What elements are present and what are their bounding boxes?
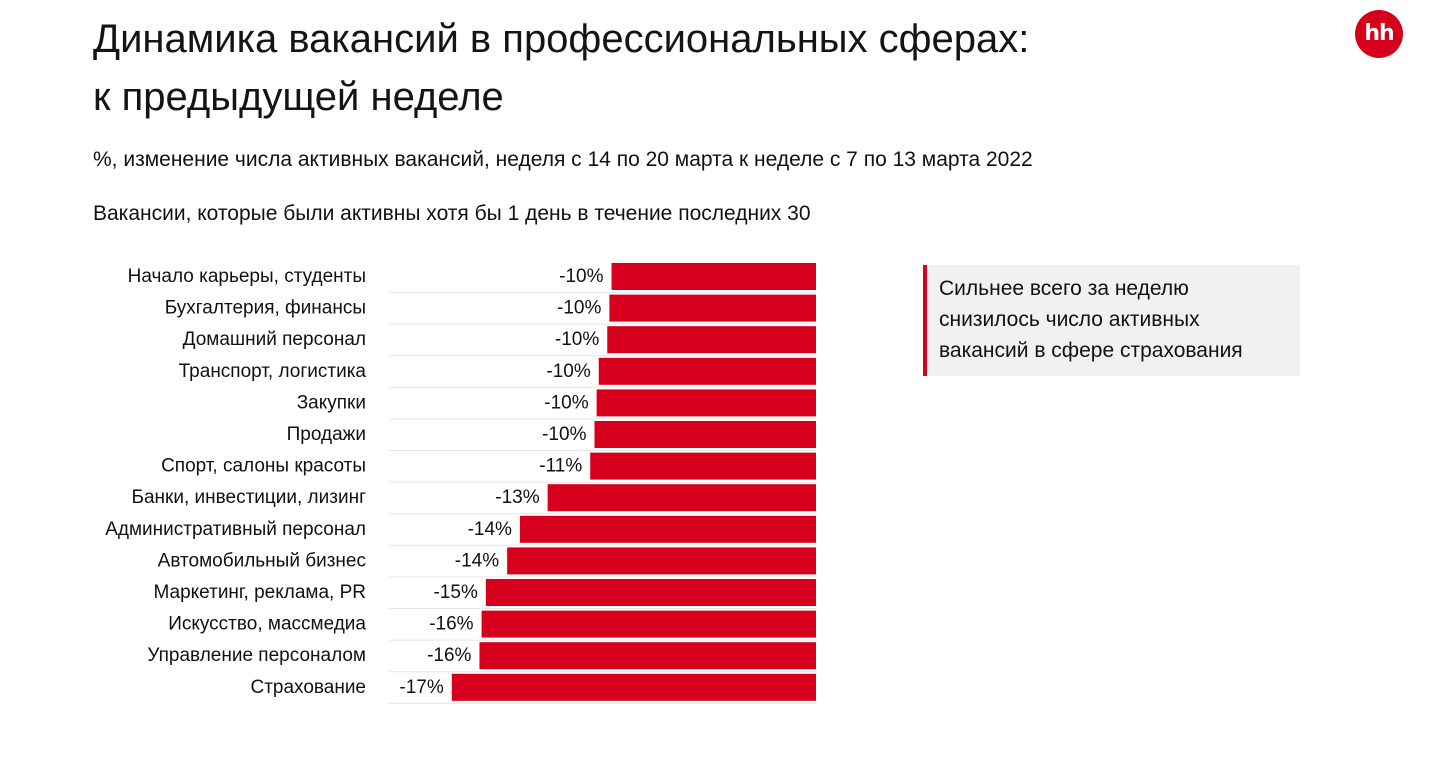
bar-value-label: -14% <box>468 519 512 540</box>
category-label: Бухгалтерия, финансы <box>165 298 366 319</box>
bar <box>507 547 816 575</box>
bar <box>596 389 816 417</box>
category-label: Банки, инвестиции, лизинг <box>132 487 367 508</box>
chart-grid <box>389 292 816 704</box>
bar-value-label: -10% <box>557 298 601 319</box>
bar <box>609 294 816 322</box>
category-label: Административный персонал <box>105 519 366 540</box>
bar <box>611 263 816 290</box>
bar <box>547 484 816 512</box>
bar-value-label: -11% <box>539 456 582 477</box>
category-label: Домашний персонал <box>183 329 366 350</box>
chart-category-labels: Начало карьеры, студенты Бухгалтерия, фин… <box>105 266 366 698</box>
bar-value-label: -10% <box>546 361 590 382</box>
bar <box>590 452 816 480</box>
bar-value-label: -13% <box>495 487 539 508</box>
bar-value-label: -16% <box>429 614 473 635</box>
bar <box>607 326 816 354</box>
bar-value-label: -10% <box>559 266 603 287</box>
chart-bars <box>451 263 816 701</box>
category-label: Начало карьеры, студенты <box>128 266 366 287</box>
category-label: Искусство, массмедиа <box>168 614 366 635</box>
hh-logo: hh <box>1355 10 1403 58</box>
bar-value-label: -10% <box>542 424 586 445</box>
category-label: Маркетинг, реклама, PR <box>153 582 366 603</box>
category-label: Спорт, салоны красоты <box>161 456 366 477</box>
bar-value-label: -10% <box>555 329 599 350</box>
category-label: Продажи <box>287 424 366 445</box>
category-label: Транспорт, логистика <box>179 361 367 382</box>
chart-title: Динамика вакансий в профессиональных сфе… <box>93 10 1243 126</box>
bar-value-label: -14% <box>455 550 499 571</box>
bar-value-label: -10% <box>544 392 588 413</box>
bar <box>481 610 816 638</box>
category-label: Автомобильный бизнес <box>158 550 366 571</box>
bar <box>594 421 816 448</box>
bar-chart: -10% -10% -10% -10% -10% -10% -11%-13% -14% -14%… <box>105 263 816 704</box>
bar-value-label: -16% <box>427 645 471 666</box>
category-label: Закупки <box>297 392 366 413</box>
chart-note: Вакансии, которые были активны хотя бы 1… <box>93 202 811 225</box>
bar-value-label: -15% <box>433 582 477 603</box>
chart-value-labels: -10% -10% -10% -10% -10% -10% -11%-13% -14% -14%… <box>399 266 603 698</box>
chart-subtitle: %, изменение числа активных вакансий, не… <box>93 148 1033 171</box>
insight-callout-text: Сильнее всего за неделю снизилось число … <box>939 277 1243 362</box>
bar <box>519 515 816 543</box>
bar <box>485 579 816 606</box>
insight-callout: Сильнее всего за неделю снизилось число … <box>923 265 1300 376</box>
bar <box>479 642 816 670</box>
category-label: Страхование <box>250 677 366 698</box>
chart-title-line-2: к предыдущей неделе <box>93 75 504 119</box>
category-label: Управление персоналом <box>147 645 366 666</box>
chart-title-line-1: Динамика вакансий в профессиональных сфе… <box>93 17 1030 61</box>
bar-value-label: -17% <box>399 677 443 698</box>
bar <box>598 357 816 385</box>
bar <box>451 673 816 701</box>
